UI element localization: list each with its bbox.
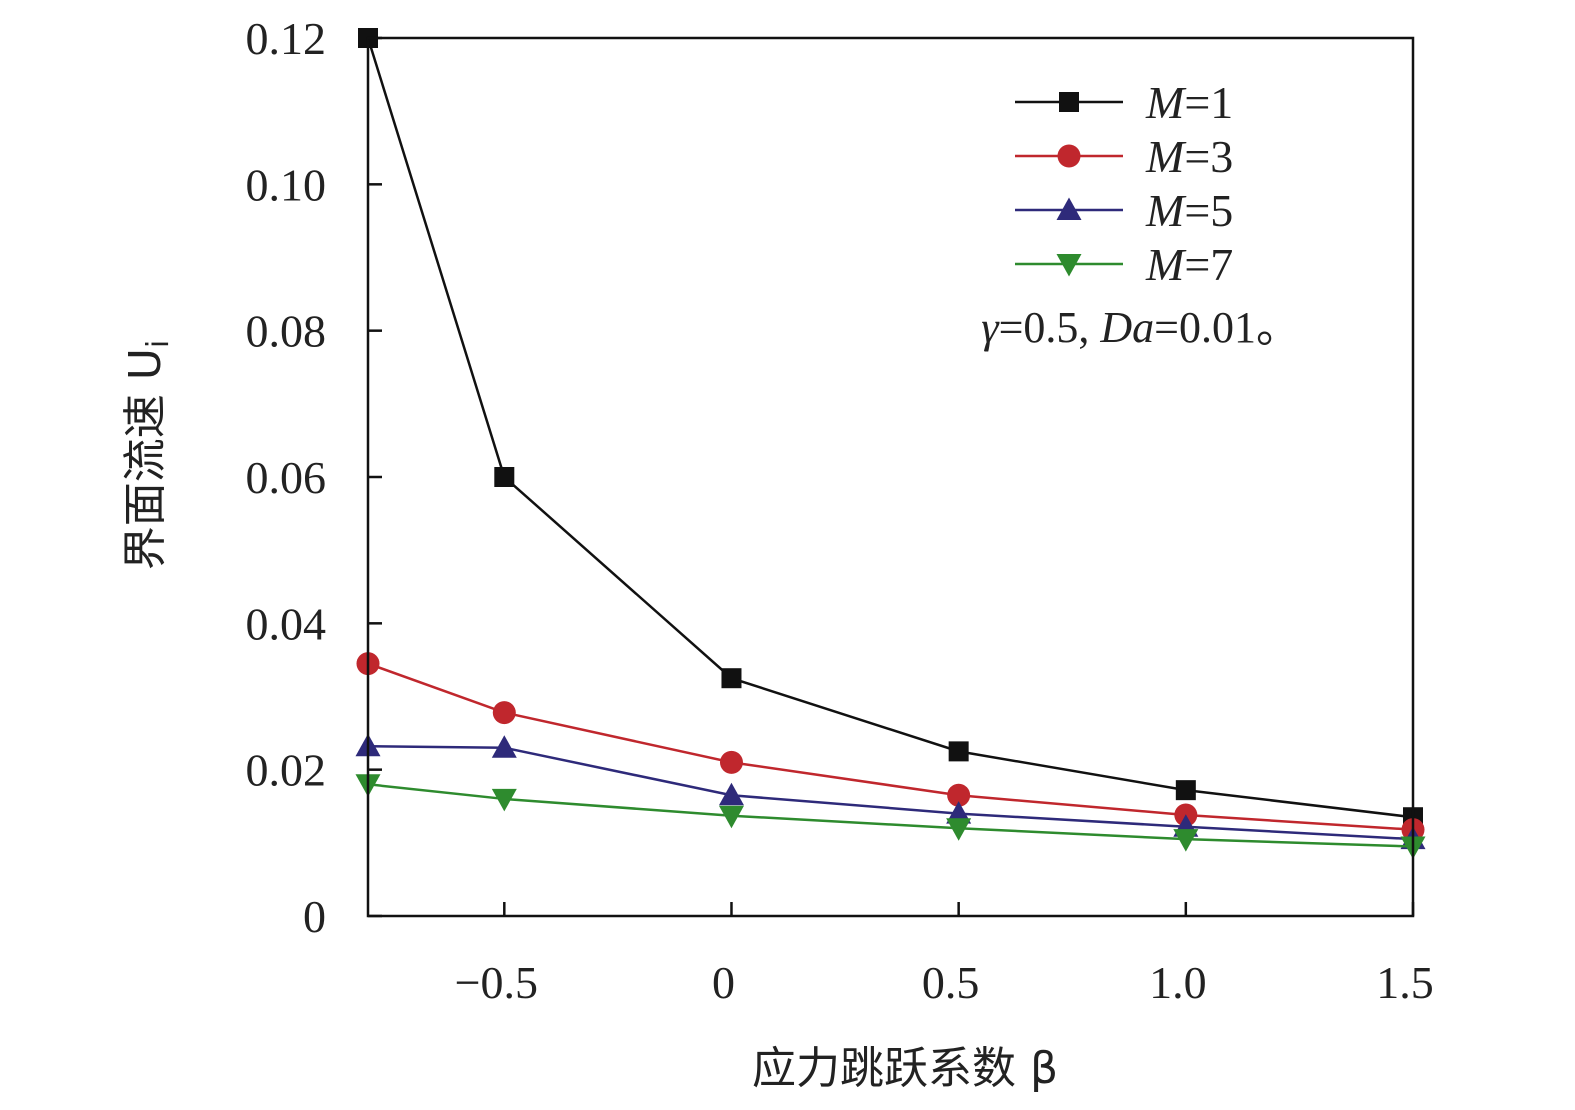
data-point — [1175, 780, 1196, 801]
da-symbol: Da — [1099, 303, 1154, 352]
y-tick-label: 0.06 — [246, 452, 327, 503]
y-tick-label: 0 — [303, 891, 326, 942]
data-point — [946, 818, 972, 841]
series-line-3 — [367, 745, 1414, 841]
data-point — [947, 783, 971, 807]
gamma-value: =0.5, — [999, 303, 1101, 352]
legend-marker-3 — [1056, 197, 1082, 220]
y-axis-title-main: 界面流速 U — [120, 348, 171, 570]
legend-label-4: M=7 — [1145, 239, 1233, 290]
x-tick-label: 1.0 — [1149, 957, 1207, 1008]
legend-label-1: M=1 — [1145, 77, 1233, 128]
legend-variable: M — [1145, 77, 1187, 128]
y-axis-title: 界面流速 Ui — [120, 340, 176, 571]
data-point — [494, 467, 515, 487]
x-tick-label: −0.5 — [455, 957, 538, 1008]
legend: M=1M=3M=5M=7 — [1015, 77, 1233, 290]
legend-value: =3 — [1184, 131, 1233, 182]
x-tick-label: 0 — [712, 957, 735, 1008]
legend-label-2: M=3 — [1145, 131, 1233, 182]
series-line-1 — [366, 37, 1414, 819]
legend-value: =1 — [1184, 77, 1233, 128]
legend-value: =5 — [1184, 185, 1233, 236]
legend-marker-1 — [1059, 92, 1079, 112]
legend-variable: M — [1145, 239, 1187, 290]
x-tick-label: 0.5 — [922, 957, 980, 1008]
plot-marks — [355, 28, 1426, 859]
legend-label-3: M=5 — [1145, 185, 1233, 236]
legend-variable: M — [1145, 185, 1187, 236]
gamma-symbol: γ — [981, 303, 1000, 352]
parameter-annotation: γ=0.5, Da=0.01。 — [981, 303, 1300, 352]
data-point — [718, 805, 744, 829]
x-tick-label: 1.5 — [1376, 957, 1434, 1008]
data-point — [719, 750, 743, 774]
data-point — [948, 741, 969, 762]
series-line-4 — [367, 783, 1414, 848]
y-tick-label: 0.12 — [246, 13, 327, 64]
legend-value: =7 — [1184, 239, 1233, 290]
data-point — [491, 735, 517, 758]
x-axis-title: 应力跳跃系数 β — [752, 1043, 1058, 1094]
y-tick-label: 0.04 — [246, 598, 327, 649]
axes: 0 0.02 0.04 0.06 0.08 0.10 0.12 −0.5 0 0.5 1.0 1.5 — [246, 13, 1434, 1008]
data-point — [718, 782, 744, 806]
y-axis-title-subscript: i — [141, 340, 176, 348]
legend-marker-2 — [1057, 144, 1081, 168]
data-point — [1173, 829, 1199, 852]
data-point — [491, 788, 517, 812]
y-tick-label: 0.08 — [246, 306, 327, 357]
data-point — [492, 701, 516, 725]
data-point — [721, 668, 742, 689]
da-value: =0.01。 — [1154, 303, 1300, 352]
legend-marker-4 — [1056, 254, 1082, 277]
legend-variable: M — [1145, 131, 1187, 182]
y-tick-label: 0.02 — [246, 745, 327, 796]
y-tick-label: 0.10 — [246, 159, 327, 210]
data-point — [946, 801, 972, 824]
series-line-2 — [367, 662, 1414, 831]
